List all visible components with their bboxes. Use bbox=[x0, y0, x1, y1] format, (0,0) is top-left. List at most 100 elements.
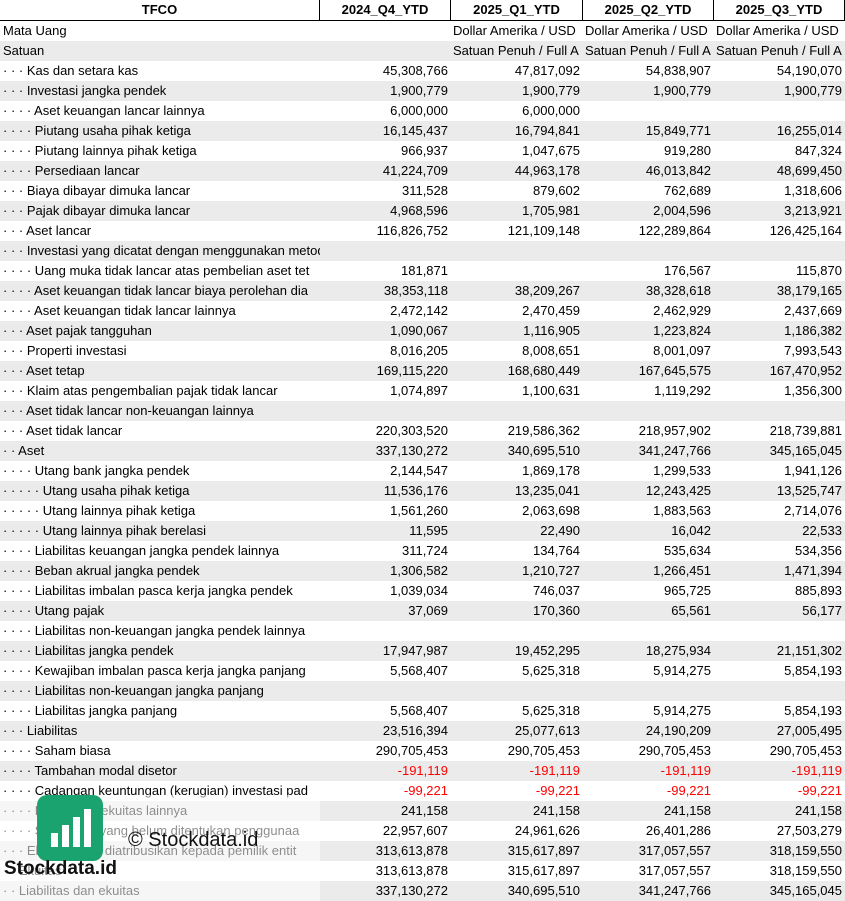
value-cell: 1,100,631 bbox=[522, 383, 580, 398]
value-cell: 6,000,000 bbox=[390, 103, 448, 118]
value-cell: 340,695,510 bbox=[507, 883, 580, 898]
row-label: · · · Investasi yang dicatat dengan meng… bbox=[3, 243, 320, 258]
row-label: · · · Aset tetap bbox=[3, 363, 85, 378]
value-cell: Satuan Penuh / Full A bbox=[453, 43, 579, 58]
value-cell: 22,533 bbox=[802, 523, 842, 538]
value-cell: 1,869,178 bbox=[522, 463, 580, 478]
value-cell: 337,130,272 bbox=[375, 443, 448, 458]
value-cell: 885,893 bbox=[795, 583, 842, 598]
row-label: · · · Aset pajak tangguhan bbox=[3, 323, 152, 338]
value-cell: 54,190,070 bbox=[776, 63, 842, 78]
value-cell: 1,900,779 bbox=[522, 83, 580, 98]
value-cell: 1,883,563 bbox=[653, 503, 711, 518]
value-cell: Dollar Amerika / USD bbox=[453, 23, 576, 38]
value-cell: 23,516,394 bbox=[382, 723, 448, 738]
value-cell: 167,470,952 bbox=[769, 363, 842, 378]
row-label: · · · · Cadangan keuntungan (kerugian) i… bbox=[3, 783, 308, 798]
value-cell: 1,705,981 bbox=[522, 203, 580, 218]
row-label: · · · · · Utang lainnya pihak ketiga bbox=[3, 503, 196, 518]
value-cell: 47,817,092 bbox=[514, 63, 580, 78]
row-background bbox=[0, 321, 845, 341]
value-cell: 170,360 bbox=[533, 603, 580, 618]
value-cell: 16,255,014 bbox=[776, 123, 842, 138]
value-cell: 8,001,097 bbox=[653, 343, 711, 358]
value-cell: 847,324 bbox=[795, 143, 842, 158]
row-label: · · · Aset tidak lancar non-keuangan lai… bbox=[3, 403, 254, 418]
value-cell: 311,724 bbox=[401, 543, 448, 558]
value-cell: 1,047,675 bbox=[522, 143, 580, 158]
value-cell: 16,145,437 bbox=[382, 123, 448, 138]
value-cell: 317,057,557 bbox=[638, 863, 711, 878]
row-label: · · · · Liabilitas jangka pendek bbox=[3, 643, 174, 658]
value-cell: 218,957,902 bbox=[638, 423, 711, 438]
value-cell: 315,617,897 bbox=[507, 843, 580, 858]
value-cell: 1,900,779 bbox=[784, 83, 842, 98]
value-cell: 5,625,318 bbox=[522, 703, 580, 718]
row-label: · · · · Piutang lainnya pihak ketiga bbox=[3, 143, 197, 158]
value-cell: 38,353,118 bbox=[383, 283, 448, 298]
value-cell: 15,849,771 bbox=[645, 123, 711, 138]
value-cell: 219,586,362 bbox=[507, 423, 580, 438]
value-cell: 38,328,618 bbox=[645, 283, 711, 298]
row-label: · · · Aset tidak lancar bbox=[3, 423, 123, 438]
value-cell: 21,151,302 bbox=[776, 643, 842, 658]
value-cell: 19,452,295 bbox=[514, 643, 580, 658]
value-cell: 12,243,425 bbox=[645, 483, 711, 498]
value-cell: 24,961,626 bbox=[514, 823, 580, 838]
row-label: · · · Klaim atas pengembalian pajak tida… bbox=[3, 383, 278, 398]
value-cell: 340,695,510 bbox=[507, 443, 580, 458]
value-cell: 1,318,606 bbox=[784, 183, 842, 198]
value-cell: 122,289,864 bbox=[638, 223, 711, 238]
value-cell: 1,210,727 bbox=[522, 563, 580, 578]
value-cell: 45,308,766 bbox=[382, 63, 448, 78]
value-cell: 1,039,034 bbox=[390, 583, 448, 598]
value-cell: 345,165,045 bbox=[769, 883, 842, 898]
value-cell: 169,115,220 bbox=[376, 363, 448, 378]
row-label: · · · · Aset keuangan tidak lancar biaya… bbox=[3, 283, 308, 298]
value-cell: 54,838,907 bbox=[645, 63, 711, 78]
row-background bbox=[0, 721, 845, 741]
row-label: · · · · Aset keuangan tidak lancar lainn… bbox=[3, 303, 236, 318]
row-label: · · · · Saham biasa bbox=[3, 743, 111, 758]
value-cell: 38,209,267 bbox=[514, 283, 580, 298]
value-cell: 1,116,905 bbox=[523, 323, 580, 338]
row-label: · · · · · Utang usaha pihak ketiga bbox=[3, 483, 190, 498]
value-cell: 38,179,165 bbox=[776, 283, 842, 298]
value-cell: 762,689 bbox=[664, 183, 711, 198]
row-label: · · · · Persediaan lancar bbox=[3, 163, 140, 178]
value-cell: 535,634 bbox=[664, 543, 711, 558]
value-cell: 25,077,613 bbox=[514, 723, 580, 738]
value-cell: 22,957,607 bbox=[382, 823, 448, 838]
row-label: · · · Kas dan setara kas bbox=[3, 63, 139, 78]
row-background bbox=[0, 361, 845, 381]
row-label: · · · · Kewajiban imbalan pasca kerja ja… bbox=[3, 663, 306, 678]
watermark-logo bbox=[37, 795, 103, 861]
value-cell: -191,119 bbox=[660, 763, 711, 778]
row-background bbox=[0, 81, 845, 101]
row-label: · · · · Liabilitas non-keuangan jangka p… bbox=[3, 683, 264, 698]
row-label: · · · · Tambahan modal disetor bbox=[3, 763, 177, 778]
value-cell: 1,941,126 bbox=[784, 463, 842, 478]
row-background bbox=[0, 121, 845, 141]
row-label: · · · Properti investasi bbox=[3, 343, 127, 358]
value-cell: 3,213,921 bbox=[784, 203, 842, 218]
value-cell: 290,705,453 bbox=[638, 743, 711, 758]
value-cell: 317,057,557 bbox=[638, 843, 711, 858]
value-cell: Satuan Penuh / Full A bbox=[585, 43, 711, 58]
value-cell: 345,165,045 bbox=[769, 443, 842, 458]
value-cell: 534,356 bbox=[795, 543, 842, 558]
value-cell: 966,937 bbox=[401, 143, 448, 158]
watermark-brand: Stockdata.id bbox=[4, 858, 117, 879]
value-cell: 919,280 bbox=[664, 143, 711, 158]
value-cell: 313,613,878 bbox=[375, 843, 448, 858]
row-background bbox=[0, 561, 845, 581]
value-cell: 27,005,495 bbox=[776, 723, 842, 738]
value-cell: 5,568,407 bbox=[390, 703, 448, 718]
value-cell: 315,617,897 bbox=[507, 863, 580, 878]
row-label: · · Aset bbox=[3, 443, 45, 458]
value-cell: 56,177 bbox=[802, 603, 842, 618]
value-cell: 5,854,193 bbox=[784, 703, 842, 718]
value-cell: -191,119 bbox=[397, 763, 448, 778]
value-cell: Dollar Amerika / USD bbox=[585, 23, 708, 38]
value-cell: 337,130,272 bbox=[375, 883, 448, 898]
